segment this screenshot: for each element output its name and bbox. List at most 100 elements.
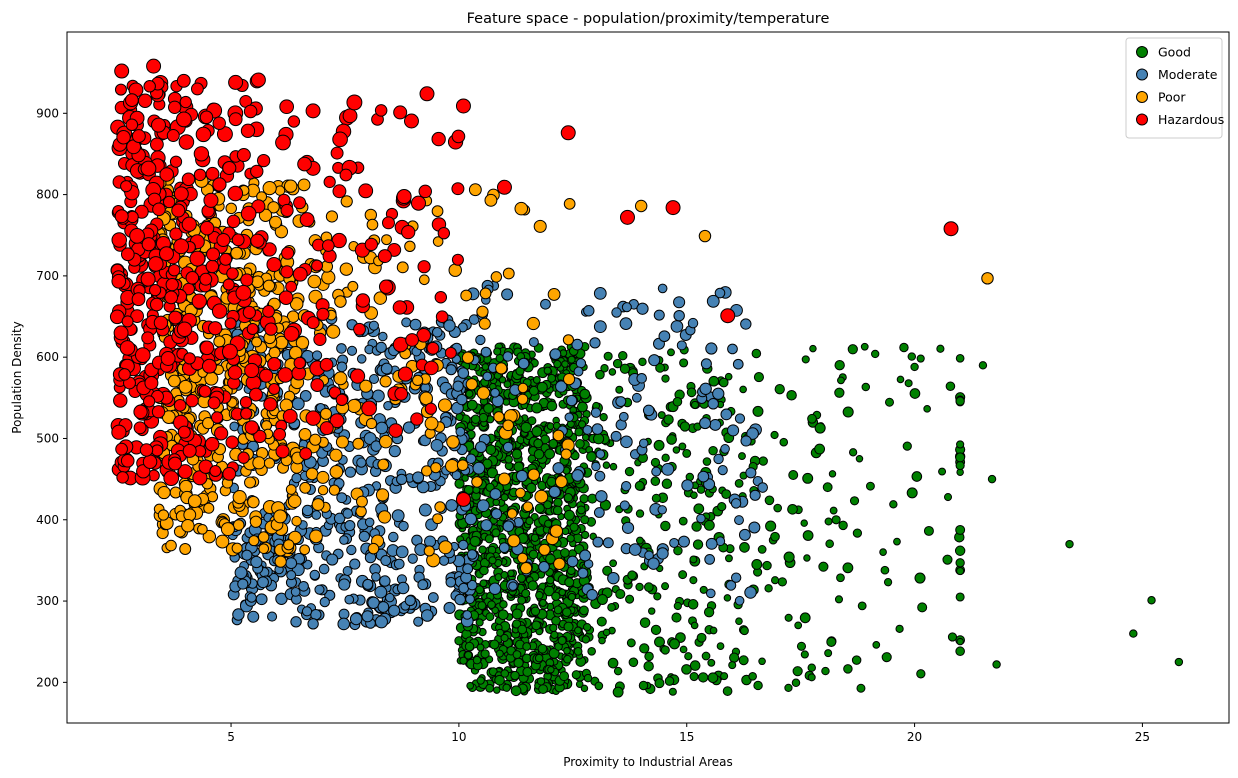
- scatter-point-good: [546, 575, 555, 585]
- scatter-point-moderate: [367, 596, 380, 610]
- scatter-point-poor: [335, 435, 349, 449]
- scatter-point-good: [802, 530, 814, 541]
- scatter-point-good: [678, 570, 688, 580]
- scatter-point-good: [668, 687, 677, 696]
- scatter-point-good: [478, 545, 487, 554]
- scatter-point-good: [955, 396, 965, 406]
- scatter-point-good: [573, 647, 583, 656]
- scatter-point-hazardous: [125, 93, 139, 107]
- scatter-point-moderate: [607, 571, 620, 585]
- scatter-point-good: [738, 655, 749, 666]
- scatter-point-poor: [307, 274, 322, 289]
- scatter-point-hazardous: [278, 290, 294, 305]
- scatter-point-poor: [553, 557, 566, 570]
- scatter-point-hazardous: [222, 466, 237, 481]
- scatter-point-hazardous: [405, 333, 419, 347]
- scatter-point-poor: [375, 488, 390, 502]
- scatter-point-poor: [534, 489, 549, 504]
- scatter-point-good: [954, 545, 966, 556]
- scatter-point-good: [861, 382, 871, 392]
- scatter-point-poor: [285, 484, 297, 495]
- scatter-point-hazardous: [311, 259, 324, 272]
- scatter-point-good: [521, 588, 531, 599]
- scatter-point-poor: [317, 484, 329, 496]
- scatter-point-good: [537, 643, 548, 654]
- scatter-point-poor: [418, 274, 430, 286]
- scatter-point-hazardous: [364, 237, 378, 252]
- scatter-point-hazardous: [665, 200, 681, 216]
- scatter-point-moderate: [445, 576, 457, 588]
- scatter-point-moderate: [631, 392, 642, 403]
- scatter-point-hazardous: [206, 247, 221, 262]
- scatter-point-poor: [379, 434, 393, 449]
- scatter-point-good: [718, 377, 729, 388]
- scatter-point-moderate: [653, 309, 665, 321]
- scatter-point-poor: [247, 495, 260, 509]
- scatter-point-good: [574, 626, 582, 635]
- scatter-point-good: [807, 663, 816, 672]
- scatter-point-hazardous: [111, 232, 127, 248]
- scatter-point-good: [531, 402, 543, 414]
- scatter-point-moderate: [745, 467, 757, 479]
- scatter-point-good: [612, 358, 623, 369]
- scatter-point-moderate: [257, 576, 269, 589]
- scatter-point-hazardous: [119, 340, 136, 356]
- scatter-point-moderate: [427, 592, 439, 603]
- scatter-point-poor: [381, 234, 392, 246]
- scatter-point-good: [955, 353, 965, 363]
- scatter-point-good: [592, 433, 605, 445]
- scatter-point-poor: [364, 208, 378, 222]
- scatter-point-good: [526, 482, 537, 494]
- scatter-point-good: [635, 582, 644, 592]
- scatter-point-moderate: [749, 489, 761, 501]
- scatter-point-good: [562, 607, 572, 618]
- scatter-point-moderate: [657, 505, 667, 515]
- scatter-point-moderate: [255, 593, 268, 606]
- x-axis-label: Proximity to Industrial Areas: [563, 755, 733, 769]
- scatter-point-good: [822, 482, 833, 493]
- legend: Good Moderate Poor Hazardous: [1125, 37, 1224, 139]
- scatter-point-moderate: [589, 337, 601, 349]
- scatter-point-moderate: [388, 604, 401, 617]
- scatter-point-good: [739, 542, 750, 553]
- scatter-point-moderate: [732, 358, 744, 370]
- scatter-point-hazardous: [268, 382, 281, 395]
- scatter-point-poor: [981, 272, 994, 285]
- scatter-point-moderate: [706, 294, 720, 308]
- scatter-point-hazardous: [244, 362, 260, 379]
- scatter-point-moderate: [458, 539, 469, 551]
- scatter-point-good: [539, 598, 547, 607]
- scatter-point-moderate: [740, 435, 752, 447]
- scatter-point-hazardous: [137, 93, 153, 108]
- y-tick-label: 700: [36, 269, 59, 283]
- scatter-point-moderate: [344, 519, 356, 532]
- scatter-point-good: [661, 453, 670, 463]
- scatter-point-good: [531, 425, 543, 437]
- scatter-point-hazardous: [168, 456, 182, 471]
- scatter-point-hazardous: [410, 195, 427, 211]
- scatter-point-good: [546, 400, 558, 412]
- y-tick-label: 400: [36, 513, 59, 527]
- scatter-point-poor: [497, 472, 511, 486]
- scatter-point-hazardous: [455, 98, 471, 114]
- x-tick-label: 15: [679, 730, 694, 744]
- scatter-point-poor: [460, 289, 473, 302]
- scatter-point-hazardous: [401, 225, 416, 240]
- scatter-point-good: [597, 594, 608, 605]
- scatter-point-poor: [273, 509, 288, 524]
- scatter-point-good: [563, 646, 571, 655]
- scatter-point-hazardous: [139, 443, 154, 457]
- scatter-point-good: [1174, 657, 1184, 667]
- scatter-point-good: [476, 643, 485, 652]
- scatter-point-good: [583, 623, 592, 632]
- scatter-point-moderate: [380, 362, 393, 375]
- scatter-point-hazardous: [293, 356, 306, 370]
- scatter-point-moderate: [620, 481, 632, 492]
- scatter-point-good: [495, 649, 504, 658]
- scatter-point-good: [824, 649, 833, 658]
- scatter-point-moderate: [748, 521, 761, 534]
- scatter-point-moderate: [744, 586, 757, 599]
- scatter-point-moderate: [301, 606, 313, 617]
- scatter-point-poor: [519, 562, 533, 575]
- scatter-point-good: [786, 389, 797, 401]
